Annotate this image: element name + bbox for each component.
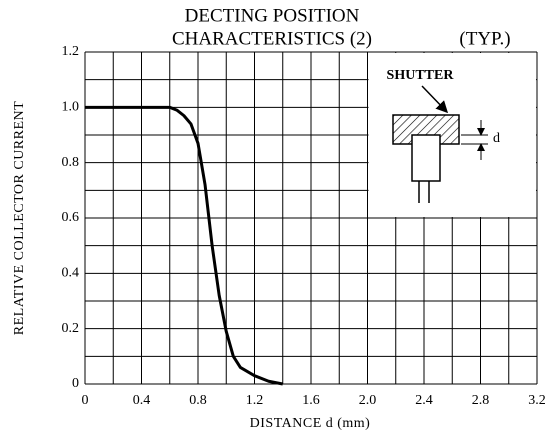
x-tick-label: 1.6: [302, 393, 320, 408]
x-tick-label: 2.8: [472, 393, 490, 408]
y-tick-label: 1.0: [62, 100, 80, 115]
inset: SHUTTER d: [368, 53, 536, 217]
x-tick-label: 0.8: [189, 393, 207, 408]
y-tick-label: 0: [72, 376, 79, 391]
x-axis-label: DISTANCE d (mm): [250, 416, 371, 431]
chart-title: DECTING POSITION: [185, 5, 360, 26]
x-tick-label: 2.0: [359, 393, 377, 408]
x-tick-label: 0: [82, 393, 89, 408]
y-tick-label: 0.4: [62, 266, 80, 281]
inset-label: SHUTTER: [387, 68, 455, 83]
y-tick-label: 1.2: [62, 44, 80, 59]
x-tick-label: 0.4: [133, 393, 151, 408]
arrow: [421, 85, 449, 114]
chart-subtitle: CHARACTERISTICS (2): [172, 28, 372, 49]
x-tick-label: 2.4: [415, 393, 433, 408]
y-tick-label: 0.8: [62, 155, 80, 170]
x-tick-label: 3.2: [528, 393, 546, 408]
y-tick-label: 0.2: [62, 321, 80, 336]
x-tick-label: 1.2: [246, 393, 264, 408]
data-line: [85, 105, 284, 386]
annotation: (TYP.): [459, 28, 510, 49]
sensor: [411, 134, 441, 182]
y-axis-label: RELATIVE COLLECTOR CURRENT: [12, 101, 27, 335]
inset-label: d: [493, 131, 500, 146]
y-tick-label: 0.6: [62, 210, 80, 225]
